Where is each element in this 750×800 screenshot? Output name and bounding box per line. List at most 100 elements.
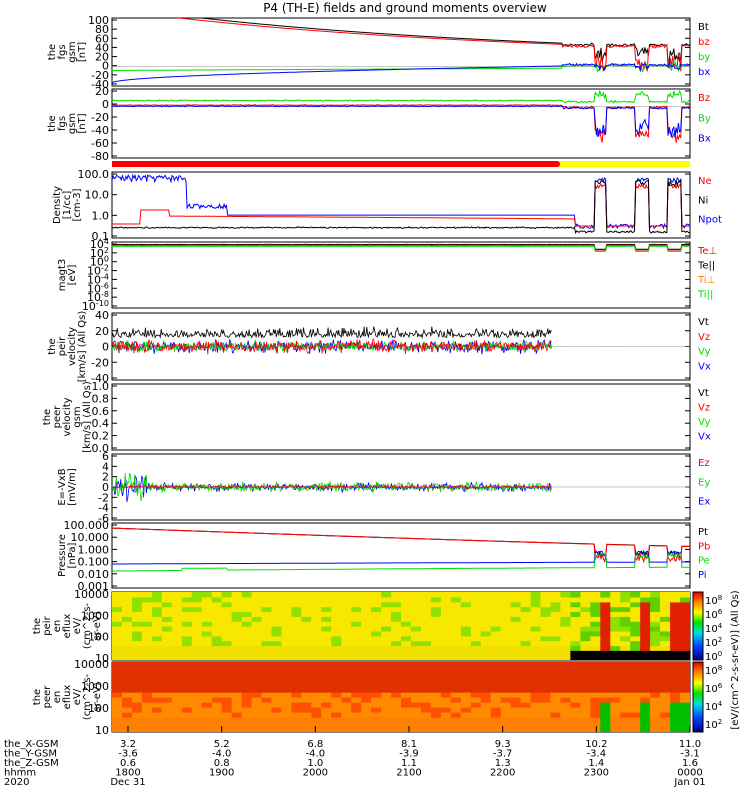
- y-tick-label: 104: [90, 237, 109, 251]
- spectrogram-cell: [460, 650, 472, 656]
- spectrogram-cell: [540, 682, 552, 688]
- spectrogram-cell: [221, 596, 233, 603]
- y-tick-label: 20: [95, 51, 109, 64]
- spectrogram-cell: [211, 640, 223, 647]
- spectrogram-cell: [470, 722, 482, 728]
- spectrogram-cell: [550, 621, 562, 627]
- y-axis-label: en: [52, 691, 63, 704]
- spectrogram-cell: [122, 611, 133, 617]
- spectrogram-cell: [122, 697, 133, 703]
- spectrogram-cell: [311, 640, 322, 647]
- spectrogram-cell: [281, 697, 292, 703]
- spectrogram-cell: [281, 611, 292, 617]
- spectrogram-cell: [351, 692, 362, 698]
- legend-te⊥: Te⊥: [697, 246, 717, 257]
- x-axis-annotation: the_X-GSMthe_Y-GSMthe_Z-GSMhhmm20203.2-3…: [4, 726, 706, 788]
- spectrogram-cell: [201, 707, 213, 713]
- spectrogram-cell: [131, 707, 143, 713]
- spectrogram-cell: [620, 626, 631, 632]
- spectrogram-cell: [510, 626, 522, 632]
- spectrogram-cell: [221, 717, 233, 723]
- spectrogram-cell: [311, 722, 322, 728]
- spectrogram-cell: [620, 645, 631, 651]
- spectrogram-cell: [291, 672, 302, 678]
- spectrogram-cell: [281, 722, 292, 728]
- spectrogram-cell: [660, 596, 671, 603]
- spectrogram-cell: [630, 717, 641, 723]
- spectrogram-cell: [291, 645, 302, 651]
- spectrogram-cell: [281, 702, 292, 708]
- spectrogram-cell: [151, 596, 163, 603]
- spectrogram-cell: [470, 640, 482, 647]
- spectrogram-cell: [640, 727, 651, 732]
- spectrogram-cell: [590, 635, 601, 642]
- spectrogram-cell: [590, 640, 601, 647]
- spectrogram-cell: [351, 640, 362, 647]
- spectrogram-cell: [271, 672, 282, 678]
- spectrogram-cell: [670, 717, 681, 723]
- spectrogram-cell: [570, 717, 581, 723]
- spectrogram-cell: [112, 630, 123, 637]
- spectrogram-cell: [301, 596, 312, 603]
- spectrogram-cell: [670, 621, 681, 627]
- spectrogram-cell: [351, 645, 362, 651]
- spectrogram-cell: [520, 655, 532, 660]
- spectrogram-cell: [411, 717, 422, 723]
- spectrogram-cell: [401, 702, 412, 708]
- spectrogram-cell: [361, 630, 372, 637]
- spectrogram-cell: [301, 692, 312, 698]
- spectrogram-cell: [122, 662, 133, 668]
- spectrogram-cell: [450, 712, 462, 718]
- spectrogram-cell: [401, 635, 412, 642]
- spectrogram-cell: [660, 626, 671, 632]
- spectrogram-cell: [600, 596, 611, 603]
- spectrogram-cell: [361, 707, 372, 713]
- y-tick-label: 10-4: [87, 272, 109, 286]
- panel-data: [112, 592, 690, 660]
- spectrogram-cell: [430, 677, 442, 683]
- spectrogram-cell: [570, 667, 581, 673]
- spectrogram-cell: [620, 662, 631, 668]
- spectrogram-cell: [311, 621, 322, 627]
- spectrogram-cell: [620, 650, 631, 656]
- spectrogram-cell: [520, 616, 532, 622]
- spectrogram-cell: [291, 596, 302, 603]
- legend-te||: Te||: [697, 261, 715, 272]
- spectrogram-cell: [510, 697, 522, 703]
- y-tick-label: 10-6: [87, 281, 109, 295]
- spectrogram-cell: [331, 717, 342, 723]
- spectrogram-cell: [151, 592, 163, 598]
- spectrogram-cell: [480, 707, 492, 713]
- spectrogram-cell: [381, 697, 392, 703]
- spectrogram-cell: [281, 727, 292, 732]
- spectrogram-cell: [181, 682, 193, 688]
- spectrogram-cell: [460, 645, 472, 651]
- spectrogram-cell: [570, 616, 581, 622]
- spectrogram-cell: [500, 611, 512, 617]
- spectrogram-cell: [401, 606, 412, 613]
- spectrogram-cell: [510, 667, 522, 673]
- spectrogram-cell: [411, 601, 422, 608]
- spectrogram-cell: [201, 702, 213, 708]
- spectrogram-cell: [510, 606, 522, 613]
- spectrogram-cell: [420, 687, 432, 693]
- spectrogram-cell: [261, 635, 273, 642]
- spectrogram-cell: [550, 645, 562, 651]
- spectrogram-cell: [560, 717, 571, 723]
- spectrogram-cell: [480, 655, 492, 660]
- series-by: [112, 89, 690, 104]
- spectrogram-cell: [391, 702, 402, 708]
- x-col-y: -3.9: [399, 749, 419, 760]
- series-npot: [112, 173, 690, 230]
- spectrogram-cell: [620, 707, 631, 713]
- spectrogram-cell: [112, 692, 123, 698]
- spectrogram-cell: [570, 707, 581, 713]
- spectrogram-cell: [371, 722, 382, 728]
- spectrogram-cell: [211, 717, 223, 723]
- spectrogram-cell: [650, 672, 661, 678]
- spectrogram-cell: [321, 677, 332, 683]
- x-col-y: -3.4: [587, 749, 607, 760]
- spectrogram-cell: [241, 596, 253, 603]
- spectrogram-cell: [281, 626, 292, 632]
- spectrogram-cell: [181, 626, 193, 632]
